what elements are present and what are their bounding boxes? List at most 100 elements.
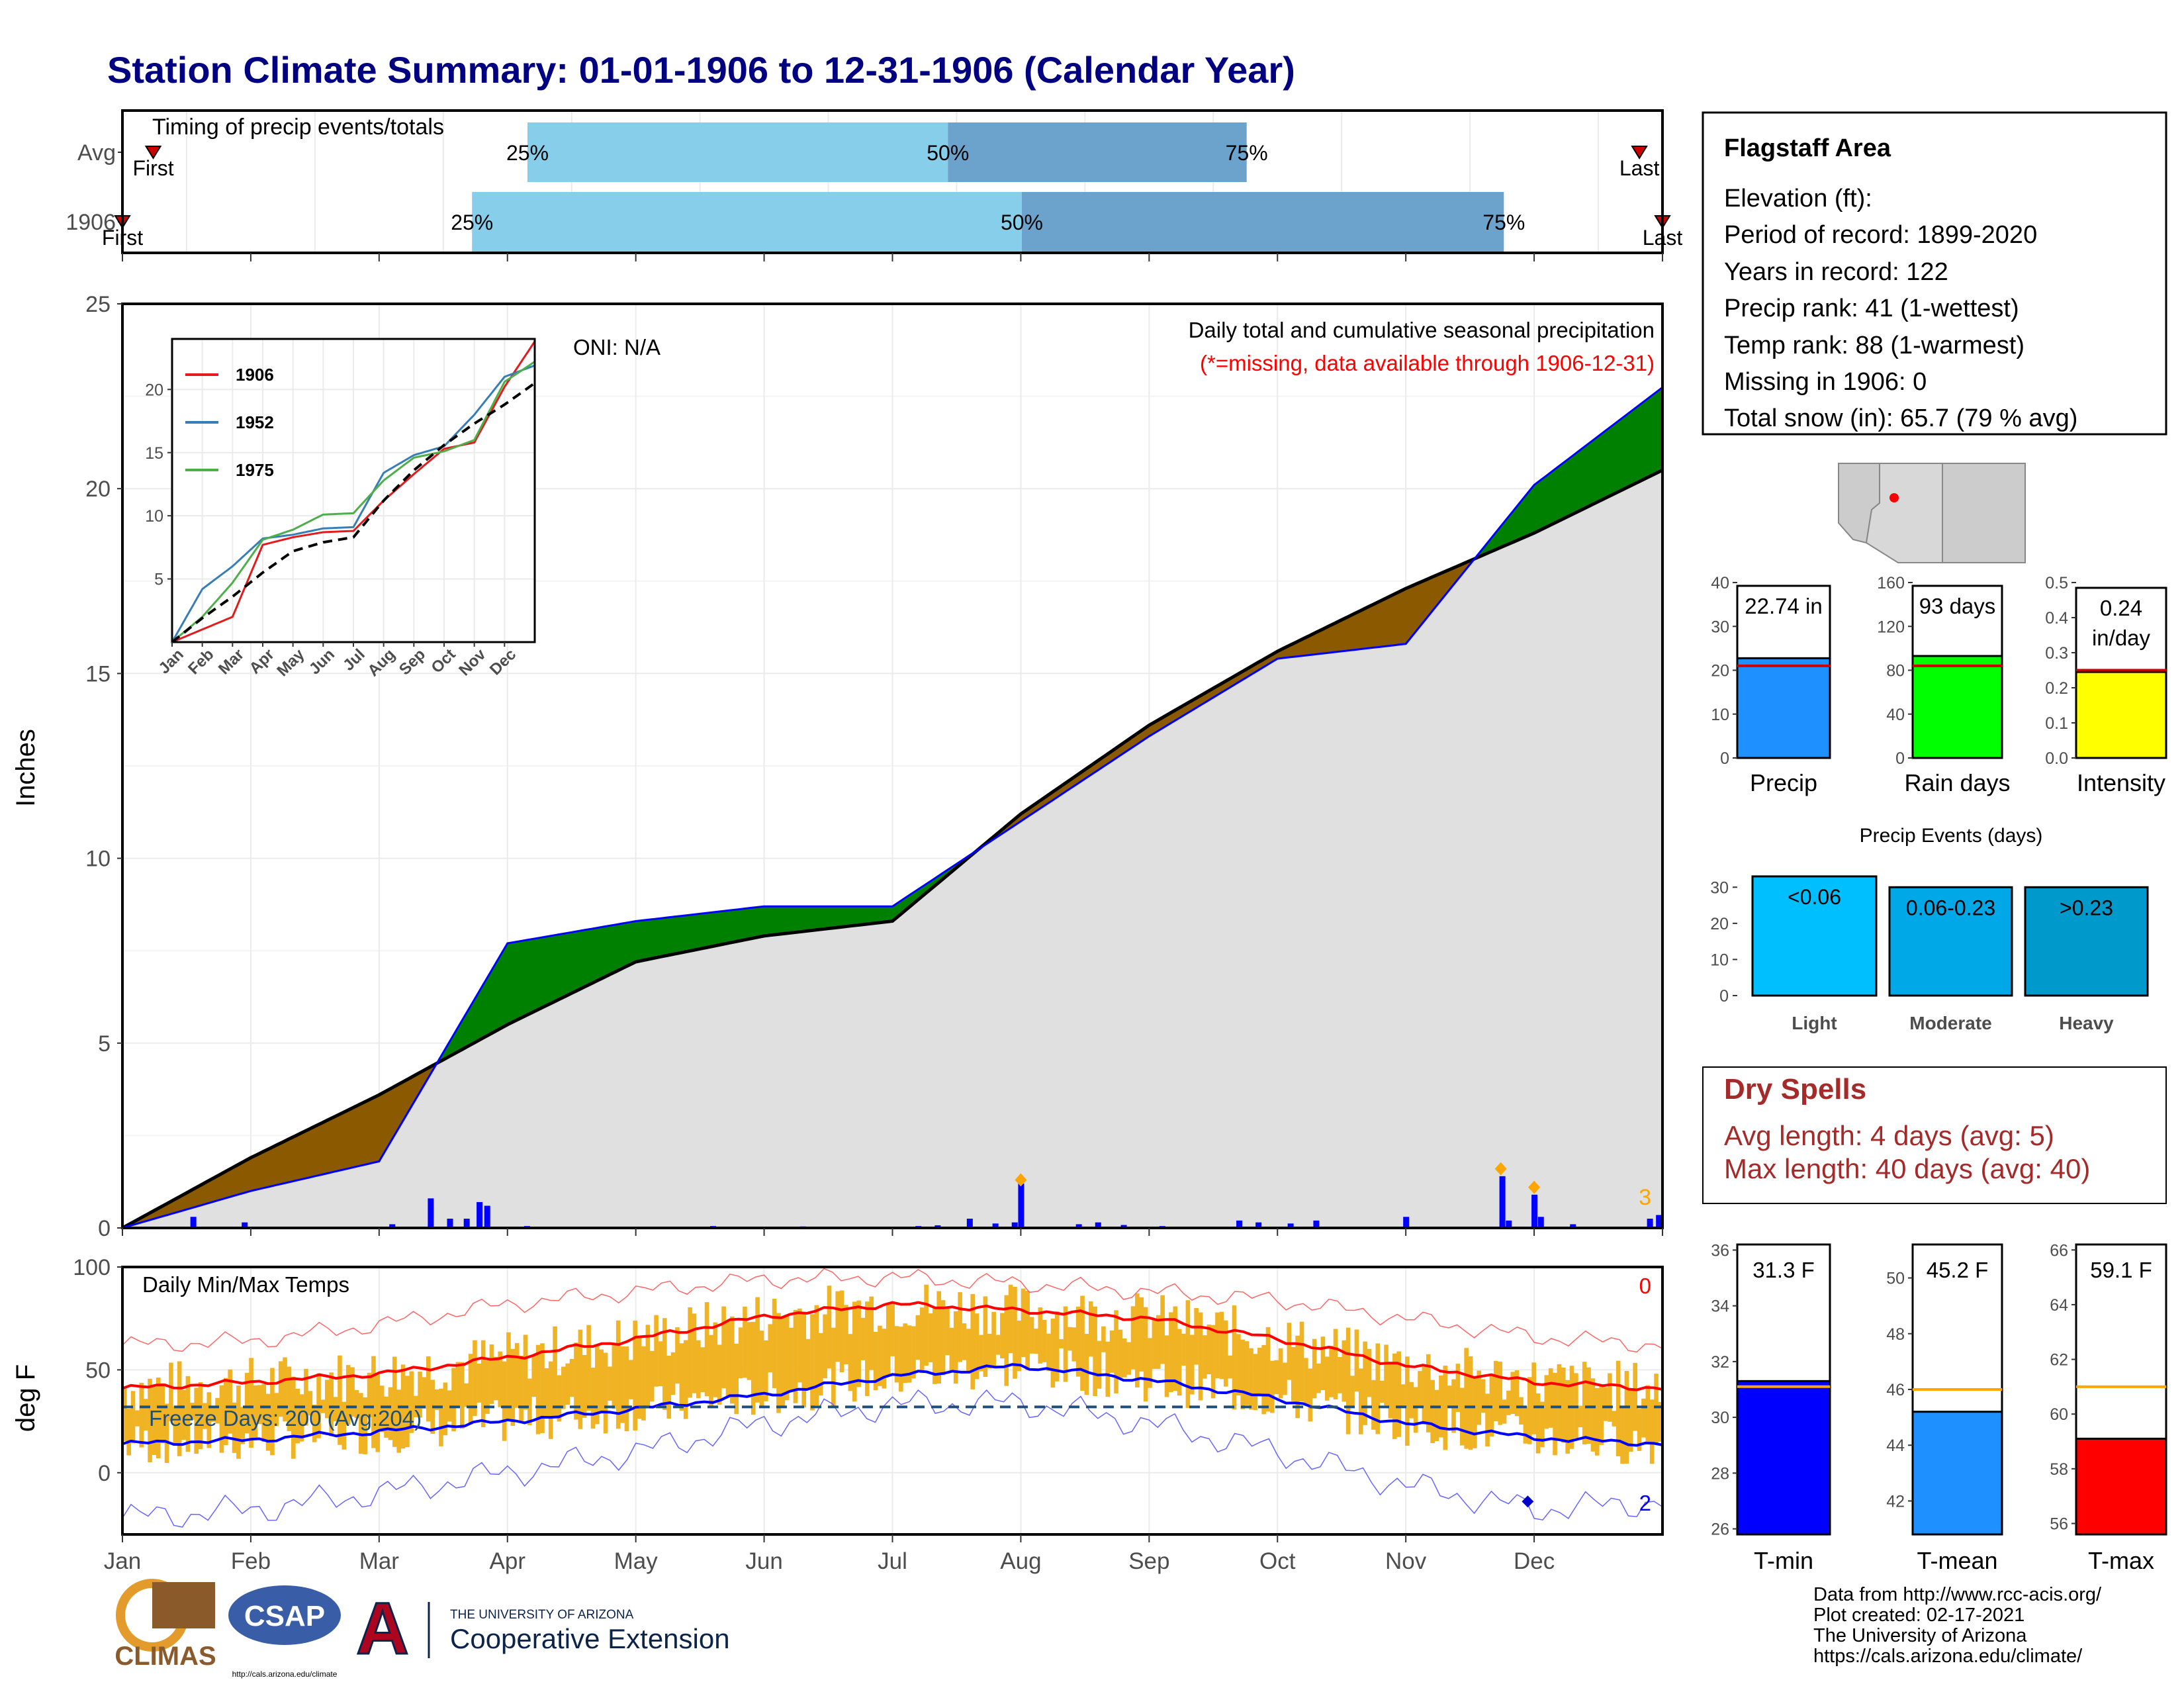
event-category-label: Light bbox=[1792, 1013, 1837, 1033]
daily-temp-bar bbox=[396, 1389, 401, 1453]
summary-ytick-label: 120 bbox=[1877, 618, 1905, 636]
daily-temp-bar bbox=[1594, 1387, 1600, 1456]
daily-temp-bar bbox=[232, 1402, 237, 1453]
daily-temp-bar bbox=[759, 1331, 764, 1407]
daily-temp-bar bbox=[1164, 1335, 1169, 1397]
temp-summary-bar bbox=[1911, 1411, 2003, 1536]
map-region-newmexico bbox=[1942, 463, 2026, 563]
daily-temp-bar bbox=[700, 1347, 705, 1393]
daily-temp-bar bbox=[1468, 1356, 1473, 1450]
temp-panel-title: Daily Min/Max Temps bbox=[142, 1272, 349, 1297]
oni-label: ONI: N/A bbox=[573, 335, 660, 359]
daily-temp-bar bbox=[805, 1338, 811, 1389]
daily-temp-bar bbox=[338, 1355, 342, 1445]
daily-temp-bar bbox=[1443, 1366, 1448, 1450]
daily-temp-bar bbox=[228, 1369, 232, 1434]
events-ytick-label: 0 bbox=[1719, 987, 1729, 1006]
daily-temp-bar bbox=[1498, 1362, 1502, 1425]
month-label: Mar bbox=[359, 1548, 400, 1574]
above-normal-band bbox=[622, 921, 630, 969]
record-high-count: 0 bbox=[1639, 1274, 1651, 1298]
daily-temp-bar bbox=[751, 1321, 756, 1415]
daily-temp-bar bbox=[1097, 1340, 1102, 1389]
daily-temp-bar bbox=[325, 1380, 330, 1419]
daily-temp-bar bbox=[498, 1351, 503, 1407]
daily-temp-bar bbox=[299, 1394, 304, 1442]
above-normal-band bbox=[751, 906, 758, 939]
main-ylabel-group: Inches bbox=[11, 729, 40, 807]
daily-precip-bar bbox=[1647, 1219, 1653, 1228]
above-normal-band bbox=[853, 906, 861, 926]
daily-temp-bar bbox=[1649, 1399, 1655, 1464]
daily-temp-bar bbox=[1480, 1379, 1486, 1413]
daily-temp-bar bbox=[1342, 1340, 1347, 1402]
info-line: Precip rank: 41 (1-wettest) bbox=[1724, 295, 2019, 322]
daily-temp-bar bbox=[1557, 1364, 1562, 1439]
above-normal-band bbox=[674, 915, 682, 955]
daily-temp-bar bbox=[156, 1378, 161, 1459]
daily-temp-bar bbox=[392, 1356, 397, 1447]
last-label: Last bbox=[1619, 156, 1660, 180]
temp-summary-bar bbox=[1736, 1380, 1831, 1536]
info-line: Elevation (ft): bbox=[1724, 185, 1872, 212]
daily-temp-bar bbox=[1367, 1348, 1372, 1397]
above-normal-band bbox=[770, 906, 778, 936]
daily-temp-bar bbox=[995, 1335, 1001, 1355]
daily-temp-bar bbox=[1156, 1315, 1161, 1369]
event-range-label: 0.06-0.23 bbox=[1906, 896, 1995, 919]
above-normal-band bbox=[738, 908, 745, 942]
daily-precip-bar bbox=[428, 1198, 434, 1228]
daily-temp-bar bbox=[249, 1358, 253, 1448]
daily-temp-bar bbox=[582, 1355, 587, 1418]
below-normal-band bbox=[1354, 610, 1361, 651]
daily-temp-bar bbox=[1244, 1341, 1250, 1405]
record-low-marker bbox=[1522, 1495, 1534, 1508]
above-normal-band bbox=[667, 916, 675, 956]
above-normal-band bbox=[1604, 426, 1612, 499]
daily-temp-bar bbox=[494, 1356, 498, 1401]
daily-temp-bar bbox=[1375, 1343, 1381, 1434]
above-normal-band bbox=[1636, 401, 1644, 484]
above-normal-band bbox=[879, 906, 887, 923]
daily-temp-bar bbox=[468, 1354, 473, 1425]
event-category-label: Moderate bbox=[1909, 1013, 1991, 1033]
daily-temp-bar bbox=[359, 1393, 363, 1454]
daily-temp-bar bbox=[945, 1308, 950, 1356]
above-normal-band bbox=[834, 906, 842, 929]
daily-temp-bar bbox=[1434, 1389, 1439, 1442]
month-axis: Jan Feb Mar Apr May Jun Jul Aug Sep Oct Nov Dec bbox=[104, 1534, 1555, 1574]
ua-logo-large: Cooperative Extension bbox=[450, 1623, 730, 1654]
daily-temp-bar bbox=[1308, 1368, 1313, 1422]
daily-temp-bar bbox=[882, 1329, 887, 1389]
daily-temp-bar bbox=[1240, 1339, 1246, 1409]
daily-temp-bar bbox=[122, 1389, 127, 1442]
inset-ytick-label: 5 bbox=[154, 571, 163, 589]
daily-temp-bar bbox=[1008, 1284, 1013, 1354]
summary-ytick-label: 0.0 bbox=[2045, 749, 2068, 768]
daily-temp-bar bbox=[1519, 1397, 1524, 1425]
climas-logo: CLIMAS bbox=[114, 1579, 216, 1671]
daily-temp-bar bbox=[924, 1284, 929, 1366]
daily-temp-bar bbox=[1088, 1301, 1093, 1357]
summary-value: 93 days bbox=[1919, 594, 1996, 618]
daily-temp-bar bbox=[1068, 1327, 1072, 1351]
below-normal-band bbox=[1360, 606, 1368, 650]
below-normal-band bbox=[372, 1094, 380, 1164]
temp-summary-ytick-label: 48 bbox=[1886, 1325, 1905, 1344]
daily-temp-bar bbox=[1299, 1321, 1304, 1402]
timing-bar-q2 bbox=[948, 122, 1247, 182]
below-normal-band bbox=[276, 1141, 283, 1186]
below-normal-band bbox=[1398, 588, 1406, 645]
daily-temp-bar bbox=[793, 1309, 798, 1403]
daily-temp-bar bbox=[991, 1311, 996, 1366]
daily-temp-bar bbox=[544, 1368, 549, 1417]
daily-temp-bar bbox=[1038, 1307, 1043, 1364]
daily-temp-bar bbox=[696, 1340, 701, 1399]
daily-temp-bar bbox=[569, 1358, 574, 1397]
temp-summary-ytick-label: 44 bbox=[1886, 1436, 1905, 1455]
above-normal-band bbox=[526, 938, 534, 1016]
daily-temp-bar bbox=[1628, 1388, 1633, 1452]
above-normal-band bbox=[700, 912, 707, 950]
daily-temp-bar bbox=[312, 1404, 317, 1442]
main-ylabel: Inches bbox=[11, 729, 40, 807]
